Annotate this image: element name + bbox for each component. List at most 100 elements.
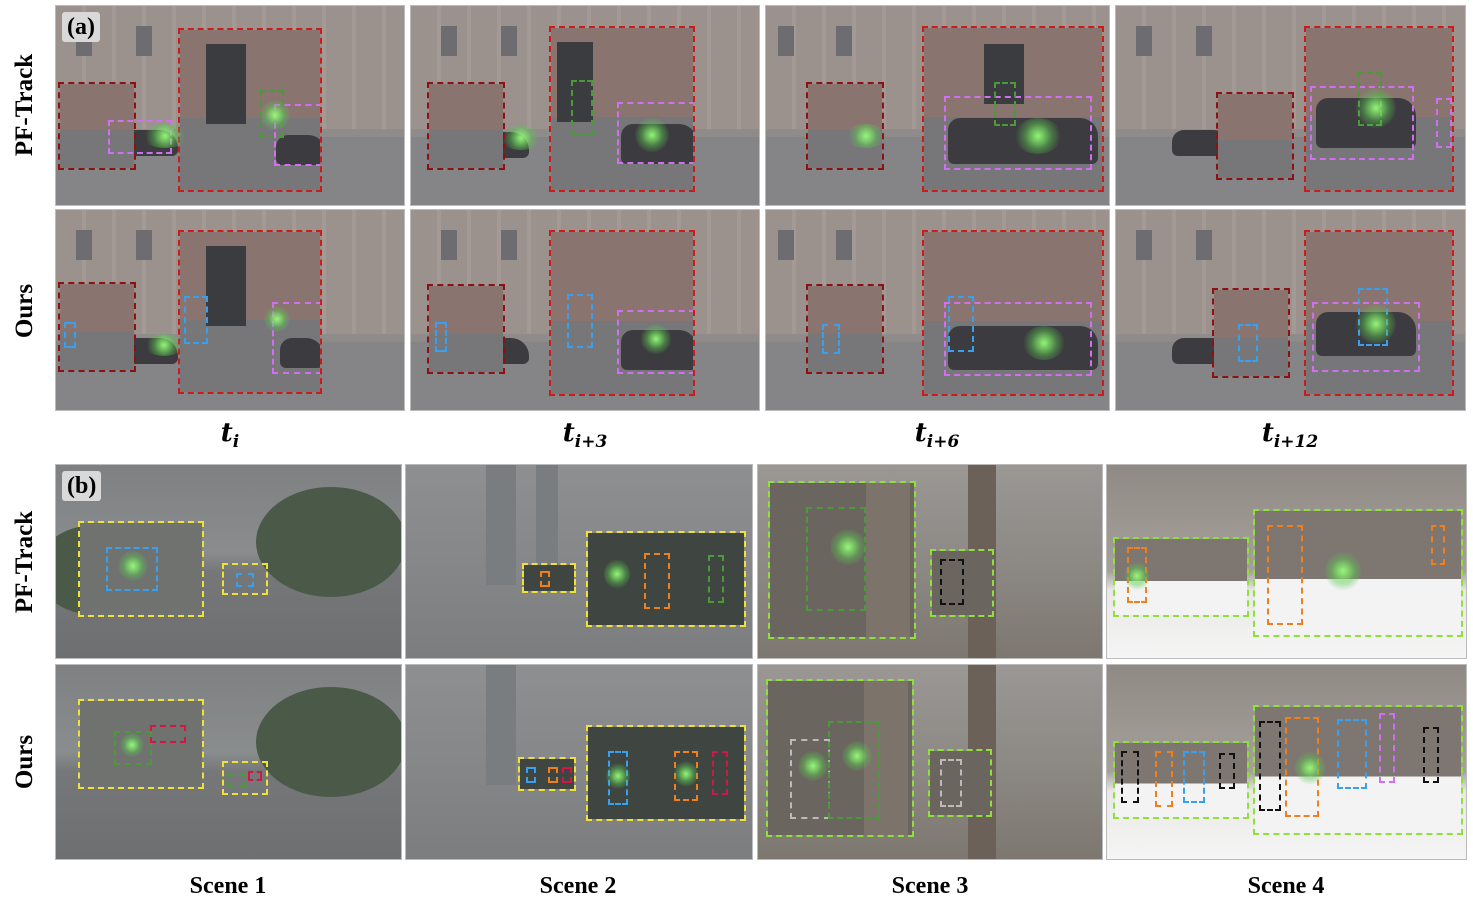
zoom-box xyxy=(1253,705,1463,835)
zoom-box xyxy=(768,481,916,639)
zoom-box xyxy=(1113,741,1249,819)
track-box xyxy=(571,80,593,136)
zoom-box xyxy=(806,284,884,374)
track-box xyxy=(567,294,593,348)
frame-a-pftrack-t3 xyxy=(410,5,760,206)
zoom-box xyxy=(1304,26,1454,192)
track-box xyxy=(272,302,320,374)
frame-a-ours-t6 xyxy=(765,209,1110,411)
track-box xyxy=(944,96,1092,170)
zoom-box xyxy=(222,761,268,795)
frame-a-ours-t0 xyxy=(55,209,405,411)
track-box xyxy=(806,507,866,611)
zoom-box xyxy=(58,282,136,372)
track-box xyxy=(540,571,550,587)
scene-label-2: Scene 2 xyxy=(539,873,617,899)
zoom-box xyxy=(427,82,505,170)
frame-a-pftrack-t0: (a) xyxy=(55,5,405,206)
track-box xyxy=(1312,302,1420,372)
zoom-box xyxy=(586,531,746,627)
track-box xyxy=(940,759,962,807)
track-box xyxy=(228,773,246,787)
scene3-pftrack xyxy=(757,464,1103,659)
track-box xyxy=(994,82,1016,126)
track-box xyxy=(184,296,208,344)
zoom-box xyxy=(222,563,268,595)
frame-a-ours-t3 xyxy=(410,209,760,411)
track-box xyxy=(1183,751,1205,803)
time-label-ti: ti xyxy=(220,418,240,453)
time-label-ti3: ti+3 xyxy=(562,418,608,453)
zoom-box xyxy=(1212,288,1290,378)
zoom-box xyxy=(766,679,914,837)
track-box xyxy=(274,104,320,166)
track-box xyxy=(1267,525,1303,625)
panel-tag-b: (b) xyxy=(62,471,102,501)
track-box xyxy=(562,767,572,783)
track-box xyxy=(1155,751,1173,807)
track-box xyxy=(828,721,880,819)
track-box xyxy=(940,559,964,605)
zoom-box xyxy=(427,284,505,374)
panel-a: PF-Track Ours (a) xyxy=(11,5,1466,453)
zoom-box xyxy=(518,757,576,791)
scene1-ours xyxy=(55,664,402,860)
track-box xyxy=(114,731,152,765)
zoom-box xyxy=(930,549,994,617)
scene3-ours xyxy=(757,664,1103,860)
track-box xyxy=(617,102,693,164)
zoom-box xyxy=(522,563,576,593)
track-box xyxy=(708,555,724,603)
row-label-ours-a: Ours xyxy=(11,283,38,338)
panel-tag-a: (a) xyxy=(62,12,100,42)
zoom-box xyxy=(1253,509,1463,637)
scene-label-4: Scene 4 xyxy=(1247,873,1325,899)
time-label-ti12: ti+12 xyxy=(1261,418,1319,453)
track-box xyxy=(526,767,536,783)
track-box xyxy=(248,771,262,781)
frame-a-pftrack-t12 xyxy=(1115,5,1466,206)
zoom-box xyxy=(1216,92,1294,180)
row-label-pf-track-a: PF-Track xyxy=(11,53,39,157)
track-box xyxy=(1379,713,1395,783)
track-box xyxy=(822,324,840,354)
zoom-box xyxy=(78,521,204,617)
time-label-ti6: ti+6 xyxy=(914,418,960,453)
zoom-box xyxy=(78,699,204,789)
frame-a-ours-t12 xyxy=(1115,209,1466,411)
track-box xyxy=(944,302,1092,376)
zoom-box xyxy=(549,26,695,192)
track-box xyxy=(1238,324,1258,362)
zoom-box xyxy=(922,230,1104,396)
row-label-ours-b: Ours xyxy=(11,734,38,790)
scene4-pftrack xyxy=(1106,464,1467,659)
zoom-box xyxy=(1113,537,1249,617)
track-box xyxy=(1423,727,1439,783)
track-box xyxy=(948,296,974,352)
track-box xyxy=(64,322,76,348)
scene1-pftrack: (b) xyxy=(55,464,402,659)
zoom-box xyxy=(1304,230,1454,396)
track-box xyxy=(435,322,447,352)
scene-label-1: Scene 1 xyxy=(189,873,267,899)
zoom-box xyxy=(586,725,746,821)
track-box xyxy=(1337,719,1367,789)
zoom-box xyxy=(178,28,322,192)
scene4-ours xyxy=(1106,664,1467,860)
row-label-pf-track-b: PF-Track xyxy=(11,510,39,614)
zoom-box xyxy=(922,26,1104,192)
track-box xyxy=(548,767,558,783)
zoom-box xyxy=(58,82,136,170)
track-box xyxy=(236,573,254,587)
track-box xyxy=(617,310,693,374)
scene2-ours xyxy=(405,664,753,860)
track-box xyxy=(106,547,158,591)
track-box xyxy=(1310,86,1414,160)
track-box xyxy=(1431,525,1445,565)
track-box xyxy=(644,553,670,609)
track-box xyxy=(1259,721,1281,811)
track-box xyxy=(150,725,186,743)
zoom-box xyxy=(178,230,322,394)
track-box xyxy=(712,751,728,795)
panel-b: PF-Track Ours (b) xyxy=(0,460,1473,908)
